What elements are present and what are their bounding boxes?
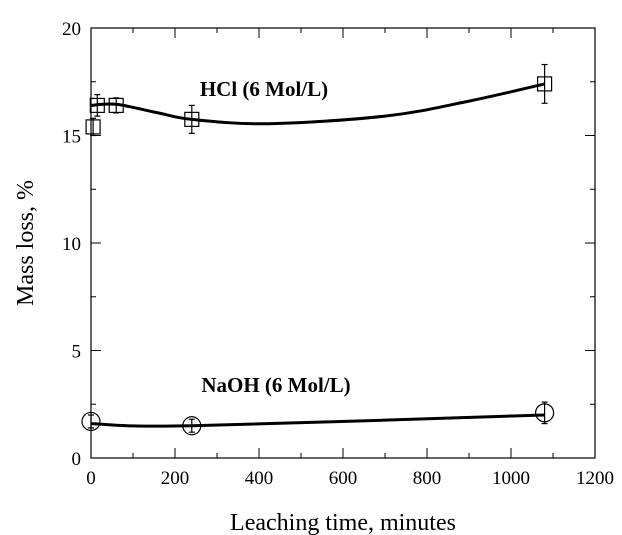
x-tick-label: 1000 — [492, 468, 530, 489]
x-tick-label: 0 — [86, 468, 96, 489]
y-tick-label: 5 — [72, 342, 82, 363]
square-marker — [536, 76, 553, 92]
data-point-series-0 — [184, 104, 200, 134]
x-tick-label: 200 — [161, 468, 190, 489]
fit-curves — [90, 82, 545, 428]
x-tick-label: 1200 — [576, 468, 614, 489]
data-point-series-0 — [89, 94, 105, 117]
x-tick-label: 800 — [413, 468, 442, 489]
y-tick-label: 20 — [62, 19, 81, 40]
data-markers — [81, 63, 555, 436]
y-tick-label: 10 — [62, 234, 81, 255]
square-marker — [89, 97, 105, 114]
curve-series-0 — [90, 82, 545, 126]
circle-marker — [534, 403, 555, 423]
x-tick-label: 400 — [245, 468, 274, 489]
circle-marker — [182, 416, 202, 436]
data-point-series-0 — [85, 117, 101, 137]
square-marker — [184, 111, 200, 127]
square-marker — [85, 119, 101, 135]
axis-ticks: 0 200 400 600 800 1000 1200 0 5 10 15 20 — [62, 19, 614, 489]
series-label-hcl: HCl (6 Mol/L) — [200, 77, 328, 101]
square-marker — [108, 97, 124, 114]
data-point-series-1 — [534, 401, 555, 425]
x-tick-label: 600 — [329, 468, 358, 489]
data-point-series-0 — [108, 97, 124, 114]
y-tick-label: 15 — [62, 127, 81, 148]
circle-marker — [81, 411, 101, 432]
x-axis-label: Leaching time, minutes — [230, 510, 456, 535]
data-point-series-1 — [182, 416, 202, 436]
y-axis-label: Mass loss, % — [13, 180, 39, 306]
data-point-series-1 — [81, 411, 101, 432]
curve-series-1 — [90, 413, 545, 428]
y-tick-label: 0 — [72, 449, 82, 470]
data-point-series-0 — [536, 63, 553, 104]
series-label-naoh: NaOH (6 Mol/L) — [201, 373, 350, 397]
